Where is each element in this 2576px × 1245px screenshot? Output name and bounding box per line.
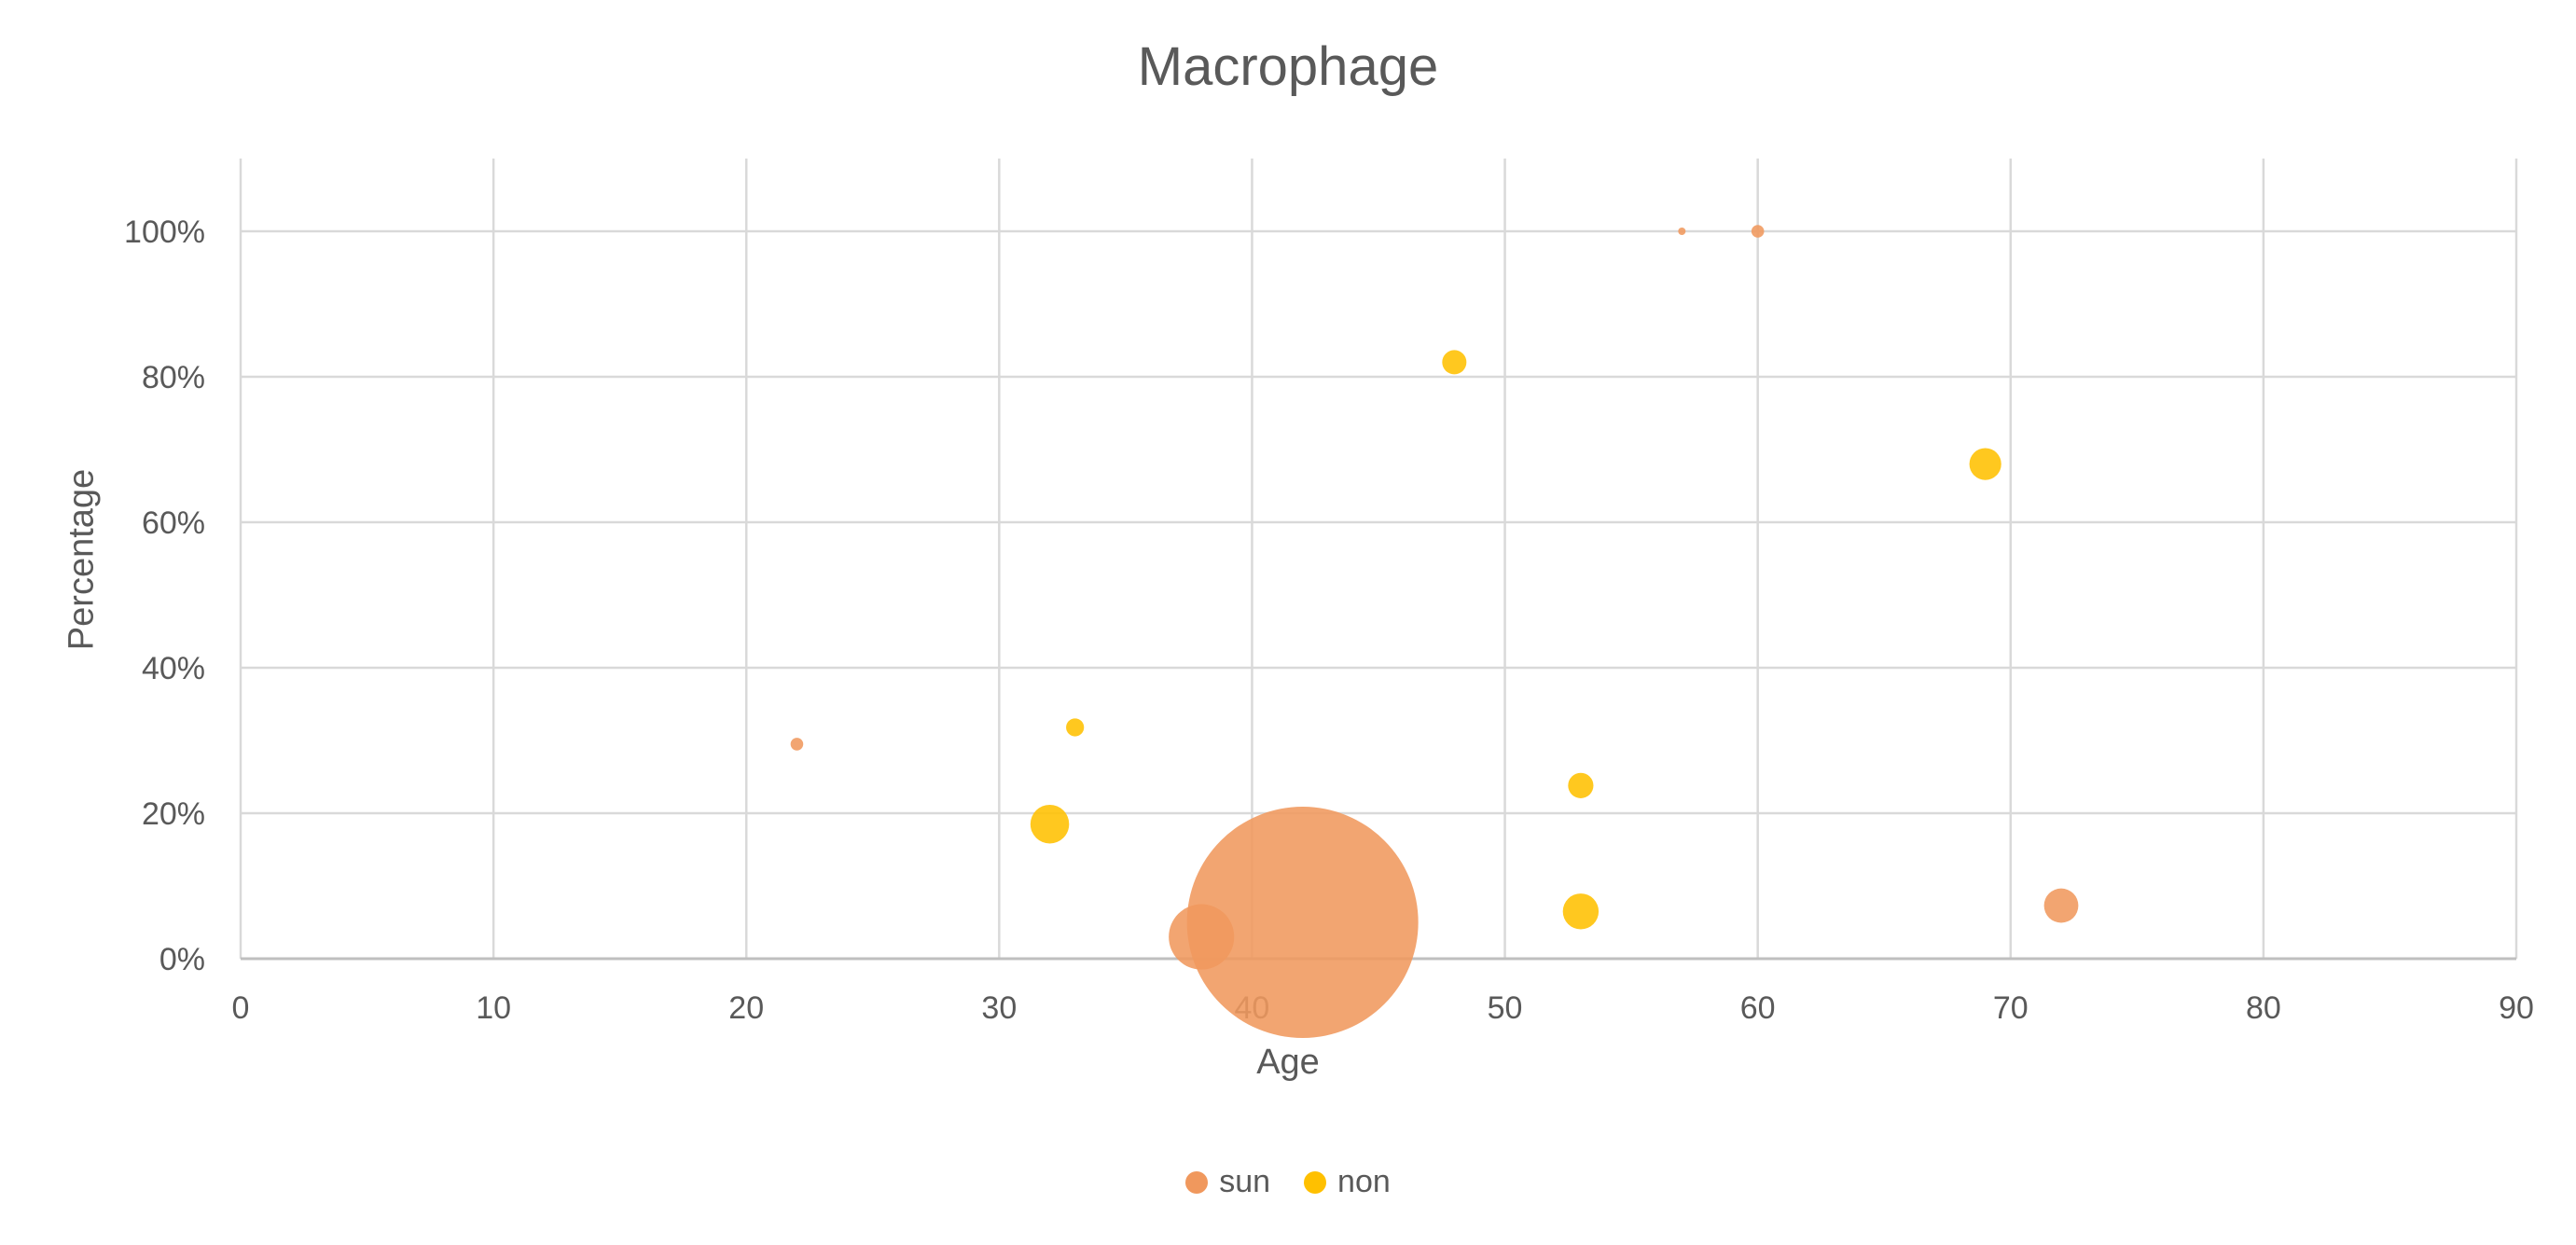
bubble-non (1562, 893, 1600, 930)
bubble-sun (1678, 228, 1686, 235)
bubble-non (1442, 350, 1467, 375)
bubble-non (1066, 718, 1085, 737)
x-tick-label: 80 (2246, 990, 2281, 1026)
bubble-sun (1186, 807, 1419, 1038)
bubble-sun (2043, 888, 2079, 923)
y-tick-label: 80% (142, 360, 205, 395)
y-tick-label: 20% (142, 796, 205, 832)
x-tick-label: 20 (728, 990, 764, 1026)
chart-title: Macrophage (1137, 36, 1439, 97)
x-tick-label: 70 (1993, 990, 2029, 1026)
legend: sun non (0, 1164, 2576, 1200)
y-tick-label: 40% (142, 651, 205, 686)
y-tick-label: 0% (159, 942, 205, 977)
x-tick-label: 10 (476, 990, 511, 1026)
x-tick-label: 60 (1740, 990, 1776, 1026)
bubble-non (1030, 804, 1070, 844)
y-tick-label: 60% (142, 505, 205, 541)
legend-item-sun[interactable]: sun (1185, 1164, 1270, 1200)
legend-label-non: non (1337, 1164, 1391, 1199)
legend-swatch-sun (1185, 1170, 1209, 1194)
x-axis-title: Age (1256, 1043, 1320, 1082)
x-tick-label: 30 (981, 990, 1017, 1026)
x-tick-label: 90 (2499, 990, 2534, 1026)
legend-item-non[interactable]: non (1304, 1164, 1391, 1200)
bubble-non (1969, 448, 2001, 480)
x-tick-label: 50 (1488, 990, 1523, 1026)
legend-swatch-non (1304, 1170, 1327, 1194)
bubble-sun (790, 738, 804, 751)
bubble-sun (1751, 225, 1765, 238)
x-tick-label: 0 (232, 990, 250, 1026)
y-tick-label: 100% (124, 214, 205, 250)
bubble-non (1568, 772, 1594, 798)
y-axis-title: Percentage (62, 468, 102, 651)
legend-label-sun: sun (1219, 1164, 1271, 1199)
